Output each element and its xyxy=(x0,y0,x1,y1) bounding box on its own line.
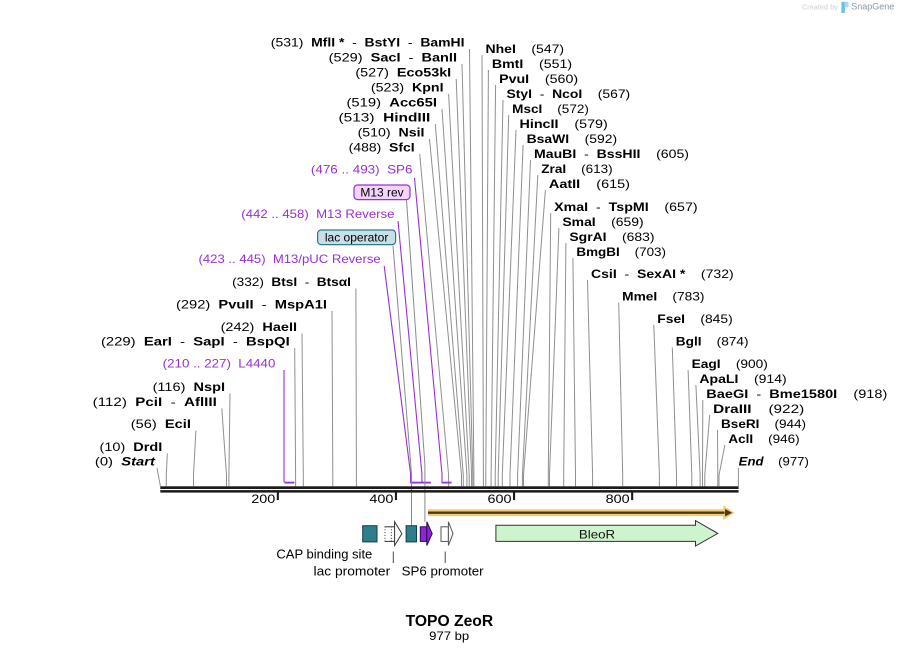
svg-text:PvuI (560): PvuI (560) xyxy=(499,72,578,86)
svg-text:BglI (874): BglI (874) xyxy=(676,335,749,349)
svg-text:CAP binding site: CAP binding site xyxy=(276,547,372,562)
svg-text:(332) BtsI - BtsαI: (332) BtsI - BtsαI xyxy=(232,275,351,289)
svg-text:800: 800 xyxy=(606,492,630,506)
svg-text:BaeGI - Bme1580I (918): BaeGI - Bme1580I (918) xyxy=(706,387,887,401)
svg-text:TOPO ZeoR: TOPO ZeoR xyxy=(406,613,494,630)
svg-text:(0) Start: (0) Start xyxy=(95,455,156,469)
svg-text:SnapGene: SnapGene xyxy=(851,2,894,12)
svg-text:(513) HindIII: (513) HindIII xyxy=(339,111,431,125)
svg-text:(116) NspI: (116) NspI xyxy=(153,380,225,394)
svg-text:SP6 promoter: SP6 promoter xyxy=(402,563,485,578)
svg-text:(292) PvuII - MspA1I: (292) PvuII - MspA1I xyxy=(176,298,327,312)
svg-text:(112) PciI - AflIII: (112) PciI - AflIII xyxy=(93,395,217,409)
svg-text:(519) Acc65I: (519) Acc65I xyxy=(347,96,438,110)
svg-text:HincII (579): HincII (579) xyxy=(520,117,608,131)
svg-text:Created by: Created by xyxy=(802,2,838,11)
svg-text:(523) KpnI: (523) KpnI xyxy=(371,81,444,95)
svg-text:(423 .. 445) M13/pUC Reverse: (423 .. 445) M13/pUC Reverse xyxy=(199,252,382,266)
svg-text:(529) SacI - BanII: (529) SacI - BanII xyxy=(329,51,457,65)
svg-text:BseRI (944): BseRI (944) xyxy=(721,417,806,431)
svg-text:SgrAI (683): SgrAI (683) xyxy=(569,230,654,244)
svg-text:(527) Eco53kI: (527) Eco53kI xyxy=(355,66,451,80)
svg-text:600: 600 xyxy=(488,492,512,506)
svg-text:(229) EarI - SapI - BspQI: (229) EarI - SapI - BspQI xyxy=(101,335,290,349)
svg-text:SmaI (659): SmaI (659) xyxy=(562,215,643,229)
svg-text:(531) MflI * - BstYI - Ba: (531) MflI * - BstYI - BamHI xyxy=(271,36,465,50)
svg-text:BmtI (551): BmtI (551) xyxy=(492,57,572,71)
svg-text:XmaI - TspMI (657): XmaI - TspMI (657) xyxy=(554,200,697,214)
svg-text:(56) EciI: (56) EciI xyxy=(131,417,191,431)
svg-text:NheI (547): NheI (547) xyxy=(486,42,565,56)
svg-text:400: 400 xyxy=(369,492,393,506)
svg-text:MauBI - BssHII (605): MauBI - BssHII (605) xyxy=(534,147,689,161)
svg-text:M13 rev: M13 rev xyxy=(360,185,403,199)
svg-text:lac operator: lac operator xyxy=(325,230,389,244)
svg-text:FseI (845): FseI (845) xyxy=(657,312,732,326)
svg-text:ZraI (613): ZraI (613) xyxy=(541,162,612,176)
svg-text:AclI (946): AclI (946) xyxy=(728,432,799,446)
svg-text:DraIII (922): DraIII (922) xyxy=(713,402,804,416)
svg-text:(242) HaeII: (242) HaeII xyxy=(221,320,297,334)
svg-text:(10) DrdI: (10) DrdI xyxy=(100,440,163,454)
svg-text:(510) NsiI: (510) NsiI xyxy=(358,126,425,140)
svg-text:StyI - NcoI (567): StyI - NcoI (567) xyxy=(507,87,631,101)
svg-text:CsiI - SexAI * (732): CsiI - SexAI * (732) xyxy=(591,267,734,281)
svg-text:BleoR: BleoR xyxy=(579,527,616,541)
svg-text:BmgBI (703): BmgBI (703) xyxy=(576,245,666,259)
svg-text:EagI (900): EagI (900) xyxy=(692,357,768,371)
svg-text:(476 .. 493) SP6: (476 .. 493) SP6 xyxy=(311,163,413,177)
svg-text:BsaWI (592): BsaWI (592) xyxy=(527,132,618,146)
svg-text:AatII (615): AatII (615) xyxy=(549,177,630,191)
svg-text:ApaLI (914): ApaLI (914) xyxy=(699,372,786,386)
svg-text:977 bp: 977 bp xyxy=(429,629,469,643)
svg-text:End (977): End (977) xyxy=(739,455,809,469)
svg-text:lac promoter: lac promoter xyxy=(314,563,391,578)
svg-text:MscI (572): MscI (572) xyxy=(512,102,589,116)
svg-text:200: 200 xyxy=(251,492,275,506)
svg-text:(210 .. 227) L4440: (210 .. 227) L4440 xyxy=(163,357,276,371)
svg-text:(442 .. 458) M13 Reverse: (442 .. 458) M13 Reverse xyxy=(241,207,395,221)
svg-text:(488) SfcI: (488) SfcI xyxy=(349,141,415,155)
svg-text:MmeI (783): MmeI (783) xyxy=(622,290,704,304)
